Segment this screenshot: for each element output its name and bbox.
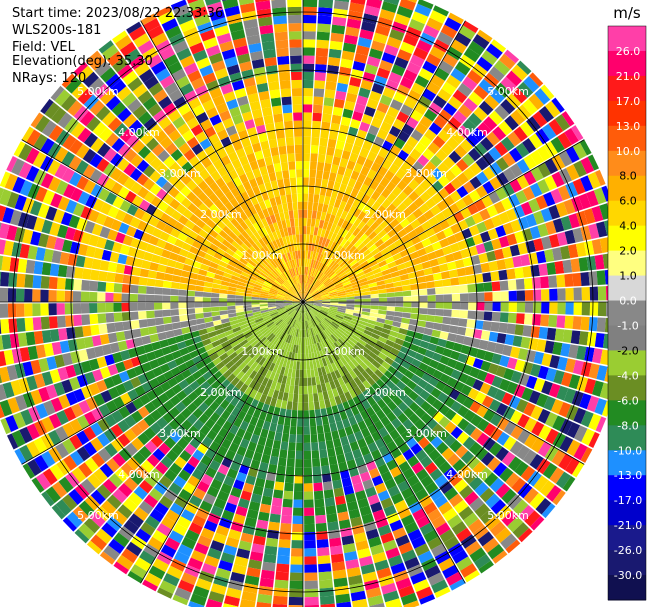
start-time-label: Start time: 2023/08/22 22:33:36 <box>12 6 224 21</box>
range-ring-label: 5.00km <box>77 509 119 522</box>
colorbar-swatch <box>608 200 646 227</box>
range-ring-label: 3.00km <box>405 427 447 440</box>
field-label: Field: VEL <box>12 40 75 55</box>
colorbar-tick-label: 26.0 <box>616 45 641 58</box>
colorbar-tick-label: 6.0 <box>619 195 637 208</box>
range-ring-label: 4.00km <box>118 468 160 481</box>
colorbar-swatch <box>608 100 646 127</box>
ppi-gates <box>0 0 628 607</box>
colorbar-tick-label: 8.0 <box>619 170 637 183</box>
colorbar-swatch <box>608 225 646 252</box>
colorbar-tick-label: -21.0 <box>614 519 642 532</box>
colorbar-tick-label: 4.0 <box>619 220 637 233</box>
colorbar-tick-label: -30.0 <box>614 569 642 582</box>
colorbar-tick-label: -13.0 <box>614 469 642 482</box>
colorbar-tick-label: -17.0 <box>614 494 642 507</box>
colorbar-swatch <box>608 525 646 551</box>
range-ring-label: 2.00km <box>364 208 406 221</box>
colorbar-swatch <box>608 500 646 526</box>
colorbar-tick-label: -26.0 <box>614 544 642 557</box>
colorbar-swatch <box>608 275 646 302</box>
range-ring-label: 2.00km <box>200 386 242 399</box>
colorbar-swatch <box>608 75 646 102</box>
colorbar-swatch <box>608 175 646 202</box>
nrays-label: NRays: 120 <box>12 71 87 86</box>
colorbar-tick-label: 2.0 <box>619 245 637 258</box>
colorbar-tick-label: 17.0 <box>616 95 641 108</box>
colorbar-tick-label: -2.0 <box>617 344 638 357</box>
range-ring-label: 4.00km <box>446 468 488 481</box>
station-label: WLS200s-181 <box>12 23 102 38</box>
azimuth-line <box>140 20 466 584</box>
colorbar-swatch <box>608 400 646 426</box>
range-ring-label: 1.00km <box>323 249 365 262</box>
range-ring-label: 2.00km <box>364 386 406 399</box>
colorbar-swatch <box>608 450 646 476</box>
range-ring-label: 4.00km <box>446 126 488 139</box>
colorbar-swatch <box>608 150 646 177</box>
colorbar-tick-label: 0.0 <box>619 295 637 308</box>
range-ring-label: 5.00km <box>487 509 529 522</box>
colorbar-swatch <box>608 300 646 326</box>
colorbar-swatch <box>608 375 646 401</box>
colorbar-tick-label: -10.0 <box>614 444 642 457</box>
range-ring-label: 3.00km <box>405 167 447 180</box>
range-ring-label: 3.00km <box>159 427 201 440</box>
colorbar-tick-label: 13.0 <box>616 120 641 133</box>
colorbar-swatch <box>608 125 646 152</box>
range-ring-label: 2.00km <box>200 208 242 221</box>
colorbar-swatch <box>608 350 646 376</box>
range-ring-label: 4.00km <box>118 126 160 139</box>
colorbar-swatch <box>608 325 646 351</box>
colorbar-swatch <box>608 26 646 52</box>
colorbar-tick-label: -1.0 <box>617 319 638 332</box>
range-ring-label: 1.00km <box>241 345 283 358</box>
colorbar-unit: m/s <box>613 4 641 22</box>
range-ring-label: 5.00km <box>487 85 529 98</box>
colorbar-swatch <box>608 475 646 501</box>
range-ring-label: 1.00km <box>323 345 365 358</box>
colorbar-tick-label: 21.0 <box>616 70 641 83</box>
range-ring-label: 1.00km <box>241 249 283 262</box>
colorbar-tick-label: 1.0 <box>619 270 637 283</box>
colorbar-swatch <box>608 50 646 77</box>
colorbar-swatch <box>608 550 646 576</box>
colorbar-tick-label: -4.0 <box>617 369 638 382</box>
colorbar-swatch <box>608 425 646 451</box>
colorbar-tick-label: 10.0 <box>616 145 641 158</box>
colorbar-swatch <box>608 575 646 601</box>
range-ring-label: 5.00km <box>77 85 119 98</box>
elevation-label: Elevation(deg): 35.30 <box>12 54 153 69</box>
colorbar-tick-label: -6.0 <box>617 394 638 407</box>
colorbar-tick-label: -8.0 <box>617 419 638 432</box>
range-ring-label: 3.00km <box>159 167 201 180</box>
colorbar-swatch <box>608 250 646 277</box>
